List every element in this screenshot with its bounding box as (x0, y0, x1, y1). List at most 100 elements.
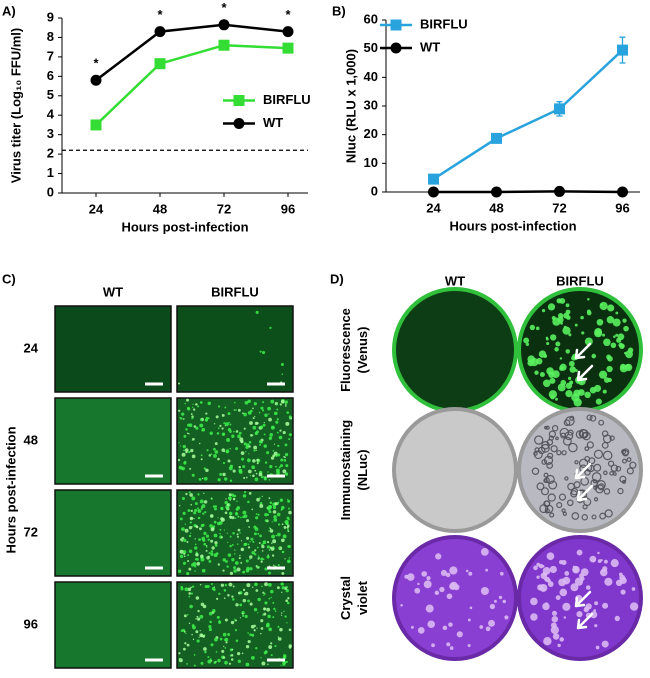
cell (200, 507, 203, 510)
plaque (604, 509, 613, 518)
plate (517, 407, 643, 533)
cell (199, 499, 204, 504)
cell (225, 422, 229, 427)
plaque (607, 460, 615, 467)
cell (261, 545, 265, 549)
cell (230, 620, 235, 625)
cell (286, 601, 290, 605)
cell (239, 603, 243, 607)
cell (255, 310, 259, 314)
cell (178, 652, 181, 655)
cell (192, 625, 196, 630)
plaque (551, 615, 559, 623)
plaque (548, 435, 555, 441)
cell (179, 538, 183, 541)
cell (216, 615, 220, 619)
cell (191, 473, 195, 477)
plaque (601, 640, 609, 648)
plaque (531, 467, 540, 475)
cell (272, 616, 275, 619)
plate (517, 287, 643, 413)
cell (246, 583, 251, 588)
cell (265, 623, 270, 628)
cell (232, 469, 236, 473)
y-tick-label: 6 (47, 68, 54, 83)
y-tick-label: 30 (364, 97, 378, 112)
cell (252, 417, 255, 420)
cell (252, 656, 255, 659)
plaque (400, 603, 403, 607)
cell (190, 413, 193, 415)
plaque (559, 588, 568, 597)
plaque (427, 620, 435, 629)
cell (214, 442, 218, 446)
plaque (596, 480, 606, 490)
plaque (542, 588, 545, 592)
plaque (595, 398, 602, 405)
cell (245, 559, 249, 563)
cell (257, 532, 260, 535)
plaque (440, 569, 447, 577)
series-line (432, 49, 624, 181)
cell (233, 620, 235, 622)
cell (258, 472, 263, 477)
micrograph (176, 305, 294, 393)
data-point (218, 19, 230, 31)
cell (273, 607, 276, 611)
legend-marker (390, 42, 402, 54)
cell (272, 539, 277, 544)
cell (191, 585, 195, 588)
data-point (282, 26, 294, 38)
plaque (544, 500, 551, 507)
plaque (548, 430, 557, 438)
plaque (613, 335, 616, 338)
plaque (577, 389, 585, 396)
cell (220, 506, 224, 510)
cell (201, 477, 204, 480)
legend-label: BIRFLU (420, 16, 468, 31)
cell (231, 648, 234, 651)
cell (247, 500, 250, 504)
cell (243, 442, 247, 446)
cell (187, 554, 190, 557)
plaque (602, 602, 609, 609)
cell (178, 658, 183, 663)
cell (186, 643, 190, 647)
cell (228, 493, 232, 497)
plate (392, 535, 518, 661)
cell (239, 437, 244, 442)
plaque (594, 624, 598, 628)
cell (203, 467, 207, 470)
cell (198, 478, 202, 481)
cell (269, 501, 273, 505)
cell (239, 532, 241, 534)
cell (279, 627, 283, 632)
cell (270, 596, 272, 599)
plaque (485, 568, 489, 572)
cell (264, 519, 268, 523)
cell (228, 421, 230, 424)
cell (263, 612, 267, 616)
cell (205, 412, 208, 415)
plaque (558, 559, 564, 565)
cell (267, 406, 272, 411)
cell (217, 517, 219, 519)
plaque (434, 590, 440, 596)
cell (284, 405, 287, 407)
cell (267, 614, 271, 619)
cell (182, 511, 186, 515)
cell (260, 406, 264, 410)
cell (218, 620, 222, 624)
cell (285, 586, 288, 589)
y-tick-label: 0 (47, 184, 54, 199)
cell (260, 657, 262, 659)
cell (269, 433, 273, 437)
cell (235, 447, 239, 451)
cell (217, 457, 220, 461)
plaque (622, 318, 627, 323)
arrow (576, 484, 594, 502)
plaque (574, 577, 584, 586)
cell (287, 498, 289, 500)
cell (251, 465, 256, 470)
x-tick-label: 24 (89, 201, 104, 216)
